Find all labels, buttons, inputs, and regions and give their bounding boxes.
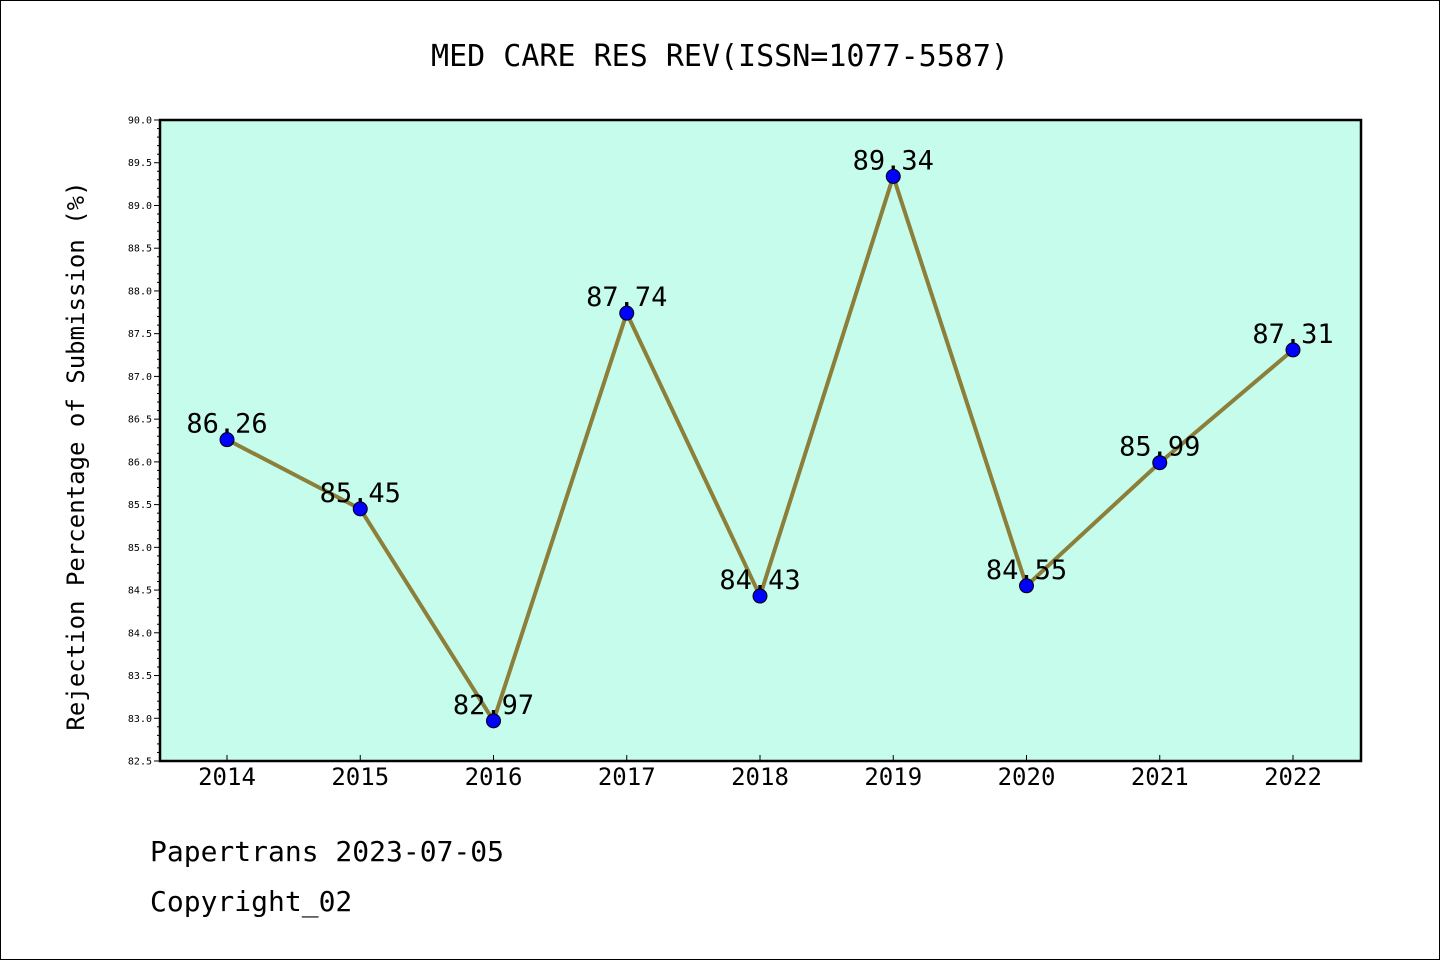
x-tick-label: 2014 xyxy=(198,763,256,791)
data-point xyxy=(752,588,768,604)
y-tick-label: 87.0 xyxy=(128,372,152,383)
y-tick-label: 86.0 xyxy=(128,457,152,468)
y-tick-label: 84.0 xyxy=(128,628,152,639)
plot-border xyxy=(158,118,1363,763)
data-label: 84.55 xyxy=(986,555,1067,586)
y-tick-label: 88.0 xyxy=(128,286,152,297)
y-tick-label: 88.5 xyxy=(128,244,152,255)
y-tick-label: 83.5 xyxy=(128,671,152,682)
data-point xyxy=(1019,578,1034,594)
y-tick-label: 89.5 xyxy=(128,158,152,169)
data-point xyxy=(1152,455,1168,471)
data-point xyxy=(219,432,235,448)
data-label: 85.99 xyxy=(1119,432,1200,463)
data-label: 82.97 xyxy=(453,690,534,721)
footer-date: Papertrans 2023-07-05 xyxy=(150,835,505,868)
y-tick-label: 85.0 xyxy=(128,543,152,554)
data-label: 86.26 xyxy=(186,409,267,440)
chart-title: MED CARE RES REV(ISSN=1077-5587) xyxy=(431,39,1009,74)
footer-copyright: Copyright_02 xyxy=(150,885,353,918)
data-point xyxy=(885,168,901,184)
y-tick-label: 84.5 xyxy=(128,586,152,597)
x-tick-label: 2016 xyxy=(465,763,523,791)
x-tick-label: 2019 xyxy=(864,763,922,791)
x-tick-label: 2015 xyxy=(331,763,389,791)
data-label: 87.31 xyxy=(1252,319,1333,350)
data-label: 85.45 xyxy=(320,478,401,509)
x-tick-label: 2022 xyxy=(1264,763,1322,791)
data-point xyxy=(486,713,501,729)
x-tick-label: 2020 xyxy=(998,763,1056,791)
data-label: 89.34 xyxy=(853,145,934,176)
x-tick-label: 2017 xyxy=(598,763,656,791)
plot-area xyxy=(160,120,1361,761)
data-point xyxy=(619,305,635,321)
x-tick-label: 2021 xyxy=(1131,763,1189,791)
y-tick-label: 85.5 xyxy=(128,500,152,511)
data-label: 84.43 xyxy=(719,565,800,596)
y-tick-label: 87.5 xyxy=(128,329,152,340)
y-tick-label: 90.0 xyxy=(128,116,152,127)
y-tick-label: 89.0 xyxy=(128,201,152,212)
y-tick-label: 82.5 xyxy=(128,757,152,768)
y-tick-label: 83.0 xyxy=(128,714,152,725)
data-point xyxy=(1285,342,1301,358)
data-point xyxy=(352,501,368,517)
y-axis-label: Rejection Percentage of Submission (%) xyxy=(62,181,90,730)
y-tick-label: 86.5 xyxy=(128,415,152,426)
x-tick-label: 2018 xyxy=(731,763,789,791)
data-label: 87.74 xyxy=(586,282,667,313)
